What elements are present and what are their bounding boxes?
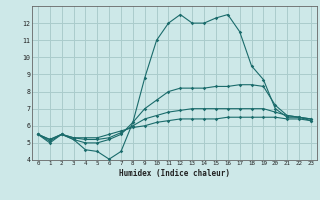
X-axis label: Humidex (Indice chaleur): Humidex (Indice chaleur) bbox=[119, 169, 230, 178]
